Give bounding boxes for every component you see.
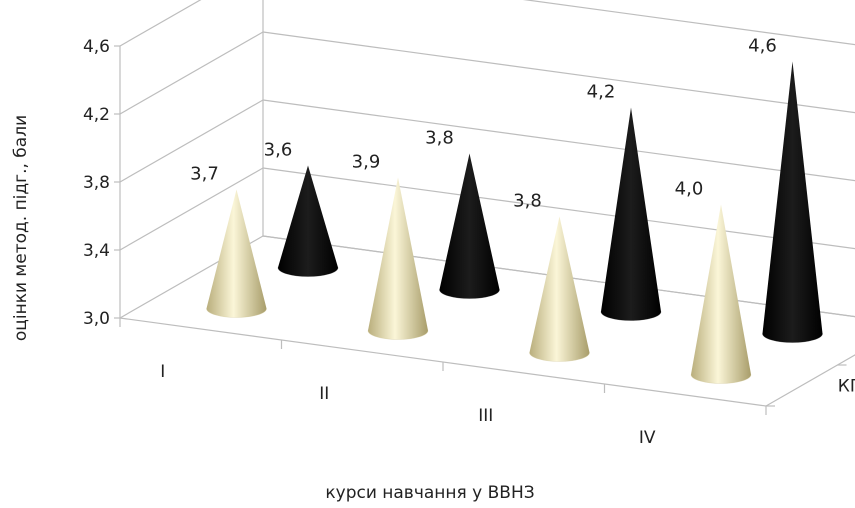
back-wall-gridline [262, 99, 855, 182]
z-series-label: КГ [838, 377, 855, 397]
y-tick-label: 3,0 [83, 309, 110, 329]
cone-eg-IV [762, 61, 823, 343]
cone-base-rim [439, 289, 500, 299]
cone-body [439, 153, 500, 299]
y-tick-label: 3,4 [83, 241, 110, 261]
cone-body [601, 107, 661, 321]
y-tick-label: 4,6 [83, 37, 110, 57]
cone-kg-IV [690, 204, 752, 384]
cone-body [206, 189, 267, 318]
x-category-label: II [319, 384, 329, 404]
data-label-eg: 4,2 [587, 82, 616, 103]
label-layer: 3,03,43,84,24,6IIIIIIIVЕГКГ3,63,84,24,63… [83, 36, 855, 449]
cone-body [762, 61, 823, 343]
y-tick-label: 3,8 [83, 173, 110, 193]
cone-kg-III [529, 216, 590, 362]
cone-base-rim [367, 330, 429, 340]
data-label-kg: 3,8 [513, 191, 542, 212]
cone-base-rim [529, 352, 590, 362]
y-tick-label: 4,2 [83, 105, 110, 125]
data-label-eg: 4,6 [748, 36, 777, 57]
data-label-kg: 3,7 [190, 164, 219, 185]
side-wall-gridline [119, 0, 202, 47]
cone-base-rim [277, 267, 339, 277]
cone-body [368, 177, 428, 340]
side-wall-gridline [119, 99, 264, 183]
cone-body [278, 165, 338, 277]
data-label-kg: 3,9 [352, 152, 381, 173]
side-wall-gridline [119, 31, 264, 115]
data-label-eg: 3,6 [264, 140, 293, 161]
cone-base-rim [206, 308, 267, 318]
cone-layer [206, 61, 823, 384]
side-wall-gridline [119, 167, 264, 251]
back-wall-gridline [522, 0, 855, 46]
data-label-kg: 4,0 [675, 179, 704, 200]
cone-base-rim [762, 333, 823, 343]
cone-base-rim [600, 311, 662, 321]
x-category-label: IV [639, 428, 656, 448]
x-category-label: III [478, 406, 493, 426]
cone-body [691, 204, 751, 384]
cone-eg-I [277, 165, 339, 277]
cone-base-rim [690, 374, 752, 384]
cone-eg-II [439, 153, 500, 299]
x-category-label: I [160, 362, 165, 382]
y-axis-title: оцінки метод. підг., бали [11, 115, 31, 341]
cone-body [529, 216, 590, 362]
cone-kg-II [367, 177, 429, 340]
cone-kg-I [206, 189, 267, 318]
x-axis-title: курси навчання у ВВНЗ [325, 483, 534, 503]
cone-eg-III [600, 107, 662, 321]
data-label-eg: 3,8 [425, 128, 454, 149]
back-wall-gridline [262, 31, 855, 114]
